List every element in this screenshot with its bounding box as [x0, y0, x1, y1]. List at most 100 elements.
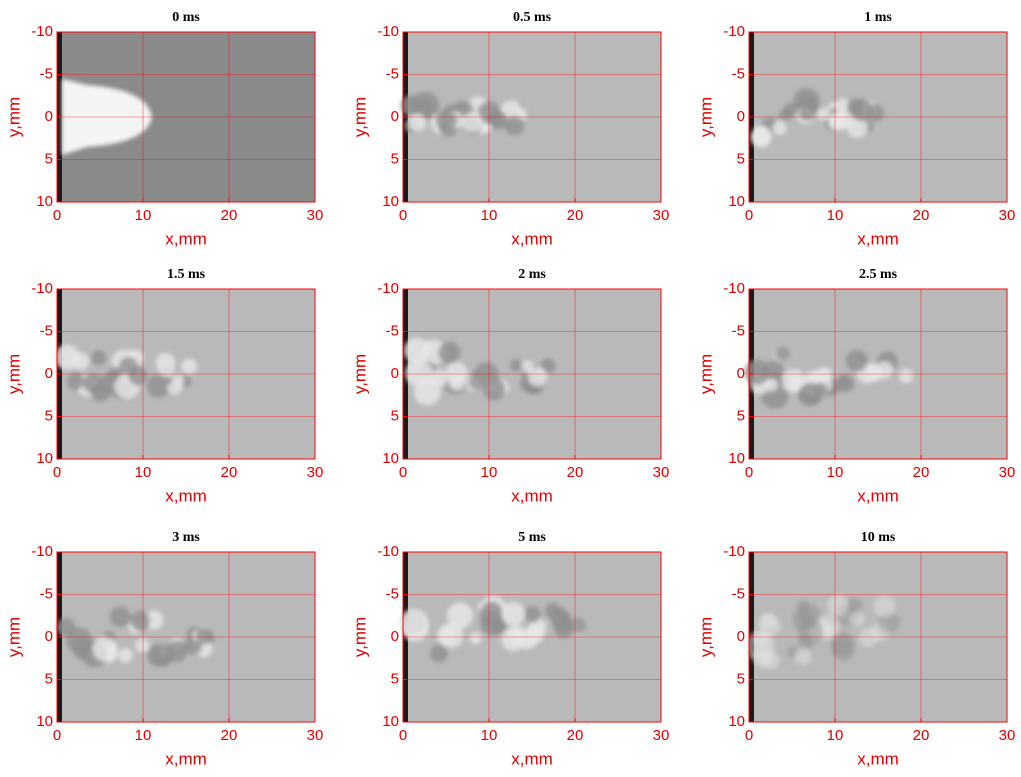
- panel-title: 5 ms: [518, 530, 546, 545]
- plume-cell: [751, 127, 772, 148]
- plume-cell: [54, 345, 79, 370]
- plume-cell: [798, 604, 822, 628]
- y-tick-label: 0: [737, 628, 745, 645]
- y-tick-label: -10: [377, 543, 399, 560]
- x-axis-label: x,mm: [857, 486, 899, 505]
- plume-cell: [827, 595, 849, 617]
- plume-cell: [787, 376, 802, 391]
- panel-title: 3 ms: [172, 530, 200, 545]
- x-tick-label: 30: [653, 727, 670, 744]
- x-axis-label: x,mm: [511, 749, 553, 768]
- figure: 0102030-10-505100 msx,mmy,mm0102030-10-5…: [0, 0, 1021, 772]
- plume-cell: [483, 378, 505, 400]
- y-tick-label: -10: [377, 280, 399, 297]
- x-tick-label: 0: [745, 464, 753, 481]
- y-tick-label: -10: [723, 543, 745, 560]
- x-tick-label: 30: [999, 464, 1016, 481]
- x-tick-label: 0: [745, 727, 753, 744]
- plume-cell: [799, 106, 814, 121]
- x-tick-label: 30: [307, 464, 324, 481]
- plume-cell: [438, 342, 460, 364]
- plume-cell: [817, 108, 830, 121]
- plume-cell: [502, 602, 526, 626]
- x-axis-label: x,mm: [511, 486, 553, 505]
- x-tick-label: 20: [913, 464, 930, 481]
- y-tick-label: 0: [45, 365, 53, 382]
- y-axis-label: y,mm: [696, 97, 715, 137]
- plume-cell: [110, 606, 131, 627]
- plume-cell: [744, 359, 769, 384]
- x-tick-label: 20: [913, 727, 930, 744]
- plume-cell: [847, 98, 864, 115]
- y-tick-label: 5: [45, 407, 53, 424]
- plume-cell: [760, 613, 776, 629]
- x-tick-label: 10: [481, 207, 498, 224]
- y-tick-label: 10: [382, 193, 399, 210]
- x-tick-label: 20: [221, 464, 238, 481]
- panel-title: 1 ms: [864, 10, 892, 25]
- y-tick-label: 10: [382, 713, 399, 730]
- x-tick-label: 10: [827, 207, 844, 224]
- plume-cell: [462, 112, 482, 132]
- x-axis-label: x,mm: [857, 229, 899, 248]
- y-tick-label: -5: [386, 322, 399, 339]
- y-tick-label: -5: [40, 65, 53, 82]
- panel-title: 2 ms: [518, 267, 546, 282]
- y-tick-label: 0: [391, 365, 399, 382]
- panel-title: 1.5 ms: [167, 267, 206, 282]
- y-tick-label: 5: [391, 407, 399, 424]
- x-tick-label: 20: [567, 727, 584, 744]
- y-tick-label: 5: [737, 407, 745, 424]
- plume-cell: [66, 627, 92, 653]
- plume-cell: [876, 362, 893, 379]
- y-tick-label: 10: [728, 193, 745, 210]
- plume-cell: [436, 110, 457, 131]
- plume-cell: [430, 644, 448, 662]
- plume-cell: [118, 648, 133, 663]
- plume-cell: [799, 383, 822, 406]
- x-tick-label: 0: [399, 727, 407, 744]
- x-tick-label: 10: [135, 207, 152, 224]
- y-tick-label: -10: [377, 23, 399, 40]
- plume-cell: [470, 632, 482, 644]
- y-tick-label: 5: [391, 670, 399, 687]
- plume-cell: [405, 359, 433, 387]
- y-axis-label: y,mm: [4, 354, 23, 394]
- y-axis-label: y,mm: [350, 354, 369, 394]
- y-tick-label: 5: [391, 150, 399, 167]
- y-tick-label: -5: [40, 585, 53, 602]
- plume-cell: [899, 369, 913, 383]
- plume-cell: [510, 359, 523, 372]
- x-tick-label: 30: [307, 207, 324, 224]
- plume-cell: [437, 627, 455, 645]
- y-tick-label: 0: [391, 108, 399, 125]
- y-tick-label: 10: [36, 713, 53, 730]
- plume-cell: [181, 359, 197, 375]
- y-tick-label: 5: [737, 150, 745, 167]
- y-tick-label: 0: [391, 628, 399, 645]
- y-tick-label: -10: [31, 23, 53, 40]
- plume-cell: [408, 113, 426, 131]
- plume-cell: [171, 374, 184, 387]
- plume-cell: [166, 641, 188, 663]
- plume-cell: [399, 609, 428, 638]
- y-tick-label: -10: [31, 280, 53, 297]
- plume-cell: [765, 378, 778, 391]
- y-tick-label: 0: [737, 108, 745, 125]
- plume-cell: [159, 361, 175, 377]
- y-tick-label: 10: [382, 450, 399, 467]
- x-tick-label: 0: [745, 207, 753, 224]
- y-axis-label: y,mm: [350, 97, 369, 137]
- x-axis-label: x,mm: [165, 486, 207, 505]
- x-tick-label: 10: [481, 727, 498, 744]
- plume-cell: [524, 606, 541, 623]
- plume-cell: [772, 121, 786, 135]
- plume-cell: [501, 628, 524, 651]
- plume-cell: [469, 374, 484, 389]
- y-tick-label: 5: [737, 670, 745, 687]
- plume-cell: [846, 350, 868, 372]
- panel-title: 0 ms: [172, 10, 200, 25]
- y-tick-label: -5: [40, 322, 53, 339]
- x-tick-label: 30: [999, 207, 1016, 224]
- x-tick-label: 20: [567, 207, 584, 224]
